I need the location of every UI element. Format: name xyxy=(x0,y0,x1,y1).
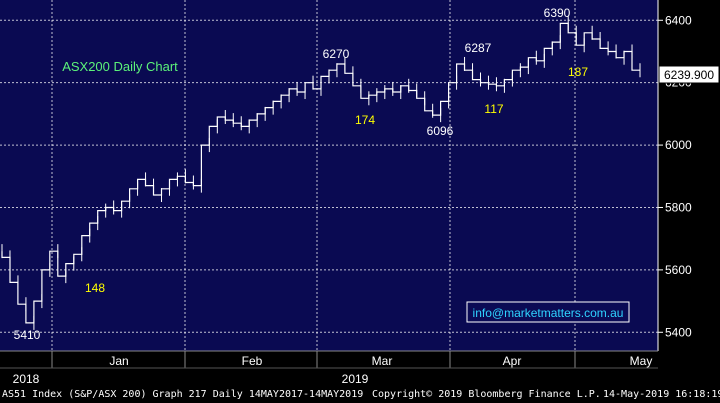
price-level-label: 6270 xyxy=(323,47,350,61)
last-price-label: 6239.900 xyxy=(664,68,714,82)
points-move-label: 187 xyxy=(568,65,588,79)
x-month-label: Mar xyxy=(372,354,393,368)
y-tick-label: 6400 xyxy=(665,13,692,27)
x-year-label: 2019 xyxy=(342,372,369,386)
watermark-box: info@marketmatters.com.au xyxy=(466,301,630,323)
points-move-label: 174 xyxy=(355,113,375,127)
y-axis-panel xyxy=(658,0,720,351)
points-move-label: 148 xyxy=(85,281,105,295)
x-month-label: Jan xyxy=(109,354,128,368)
bloomberg-footer: AS51 Index (S&P/ASX 200) Graph 217 Daily… xyxy=(0,386,720,403)
footer-copyright: Copyright© 2019 Bloomberg Finance L.P. xyxy=(372,389,601,400)
plot-area xyxy=(0,0,658,351)
y-tick-label: 5400 xyxy=(665,325,692,339)
chart-title: ASX200 Daily Chart xyxy=(62,59,178,74)
last-price-box: 6239.900 xyxy=(658,65,720,84)
price-level-label: 6287 xyxy=(465,41,492,55)
x-month-label: May xyxy=(630,354,653,368)
y-tick-label: 5800 xyxy=(665,200,692,214)
month-dividers xyxy=(51,0,576,351)
price-level-label: 5410 xyxy=(14,328,41,342)
x-month-label: Feb xyxy=(242,354,263,368)
x-axis: Jan Feb Mar Apr May 2018 2019 xyxy=(0,350,658,386)
y-tick-label: 6000 xyxy=(665,138,692,152)
price-series xyxy=(1,16,641,330)
y-tick-label: 5600 xyxy=(665,263,692,277)
price-level-label: 6096 xyxy=(427,124,454,138)
x-year-label: 2018 xyxy=(13,372,40,386)
price-level-label: 6390 xyxy=(544,6,571,20)
footer-timestamp: 14-May-2019 16:18:19 xyxy=(603,389,720,400)
points-move-label: 117 xyxy=(484,102,503,116)
x-month-label: Apr xyxy=(503,354,522,368)
footer-security-info: AS51 Index (S&P/ASX 200) Graph 217 Daily… xyxy=(2,389,364,400)
watermark-text: info@marketmatters.com.au xyxy=(473,306,624,320)
annotations: 6390 6270 6287 6096 5410 174 117 187 148 xyxy=(14,6,589,342)
